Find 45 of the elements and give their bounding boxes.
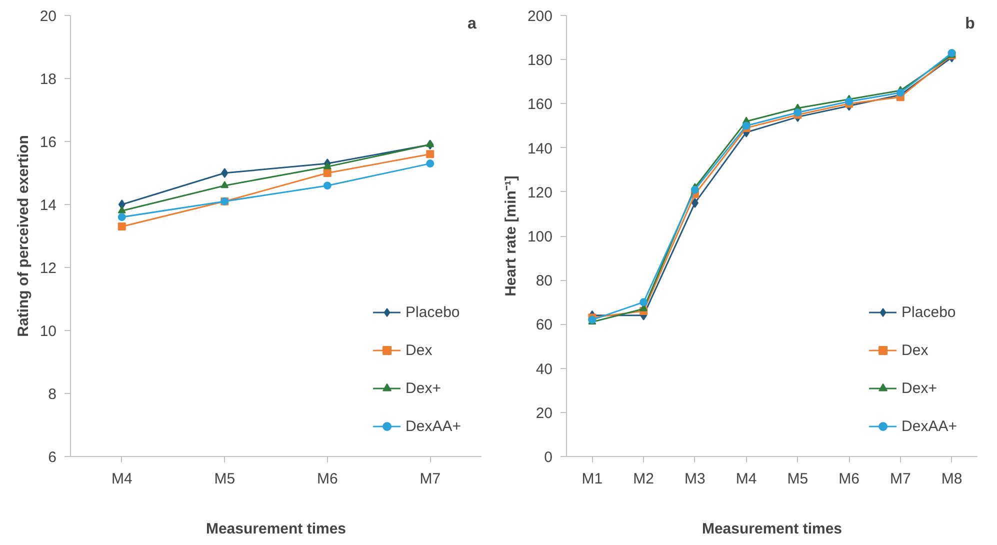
y-tick-label: 10 (40, 323, 57, 340)
legend-label: Placebo (902, 304, 956, 320)
legend-label: DexAA+ (406, 418, 461, 434)
annotation: a (467, 16, 476, 32)
x-tick-label: M2 (633, 470, 654, 488)
y-axis-title: Rating of perceived exertion (14, 135, 32, 337)
y-tick-label: 120 (527, 184, 553, 202)
x-tick-label: M8 (941, 470, 962, 488)
x-axis-title: Measurement times (206, 520, 346, 538)
y-tick-label: 100 (527, 228, 553, 246)
y-tick-label: 140 (527, 140, 553, 158)
y-tick-label: 80 (536, 272, 553, 290)
y-tick-label: 60 (536, 316, 553, 334)
x-tick-label: M5 (787, 470, 808, 488)
y-tick-label: 18 (40, 71, 57, 88)
y-tick-label: 20 (40, 8, 57, 25)
y-tick-label: 14 (40, 197, 57, 214)
y-tick-label: 160 (527, 96, 553, 114)
y-tick-label: 180 (527, 52, 553, 70)
y-tick-label: 200 (527, 8, 553, 25)
x-tick-label: M4 (736, 470, 757, 488)
annotation: b (965, 16, 976, 32)
x-tick-label: M3 (684, 470, 706, 488)
y-tick-label: 12 (40, 260, 57, 277)
y-tick-label: 0 (544, 449, 552, 466)
y-tick-label: 8 (48, 386, 56, 403)
x-axis-title: Measurement times (702, 520, 842, 538)
x-tick-label: M6 (316, 470, 338, 488)
x-tick-label: M5 (214, 470, 236, 488)
legend-label: Dex (406, 342, 432, 358)
y-tick-label: 6 (48, 449, 56, 466)
y-tick-label: 40 (536, 360, 553, 378)
legend-label: Dex+ (406, 380, 441, 396)
x-tick-label: M6 (838, 470, 860, 488)
legend-label: Dex (902, 342, 928, 358)
y-tick-label: 20 (536, 404, 553, 422)
x-tick-label: M4 (111, 470, 132, 488)
x-tick-label: M7 (890, 470, 911, 488)
legend-label: Dex+ (902, 380, 937, 396)
legend-label: Placebo (406, 304, 460, 320)
y-tick-label: 16 (40, 134, 57, 151)
x-tick-label: M7 (420, 470, 441, 488)
x-tick-label: M1 (582, 470, 603, 488)
legend-label: DexAA+ (902, 418, 957, 434)
y-axis-title: Heart rate [min⁻¹] (502, 176, 520, 296)
